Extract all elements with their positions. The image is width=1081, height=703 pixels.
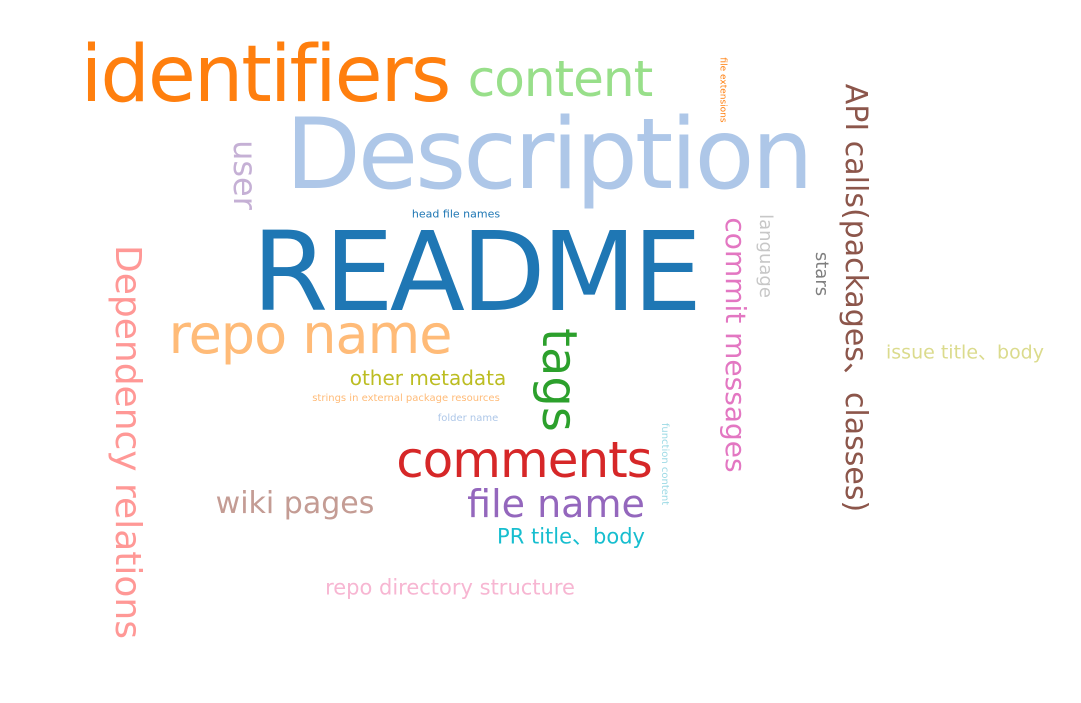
word-repo-directory-structure: repo directory structure <box>325 575 575 600</box>
word-dependency-relations: Dependency relations <box>107 245 148 639</box>
word-issue-title-body: issue title、body <box>886 341 1044 364</box>
word-pr-title-body: PR title、body <box>497 524 645 549</box>
word-identifiers: identifiers <box>80 30 452 120</box>
word-content: content <box>467 50 653 108</box>
word-user: user <box>226 140 264 210</box>
word-other-metadata: other metadata <box>349 366 507 390</box>
word-commit-messages: commit messages <box>719 217 752 473</box>
word-head-file-names: head file names <box>411 207 501 221</box>
word-api-calls: API calls(packages、classes) <box>838 83 873 513</box>
word-language: language <box>755 214 776 298</box>
word-readme: README <box>251 208 702 336</box>
word-file-name: file name <box>467 482 645 526</box>
word-function-content: function content <box>659 422 670 506</box>
word-strings-in-external-package-resources: strings in external package resources <box>312 393 500 404</box>
word-description: Description <box>285 98 813 212</box>
word-tags: tags <box>531 328 587 432</box>
word-folder-name: folder name <box>437 413 499 424</box>
word-comments: comments <box>396 431 653 489</box>
word-wiki-pages: wiki pages <box>215 486 375 521</box>
word-repo-name: repo name <box>168 303 453 366</box>
word-stars: stars <box>811 251 832 297</box>
